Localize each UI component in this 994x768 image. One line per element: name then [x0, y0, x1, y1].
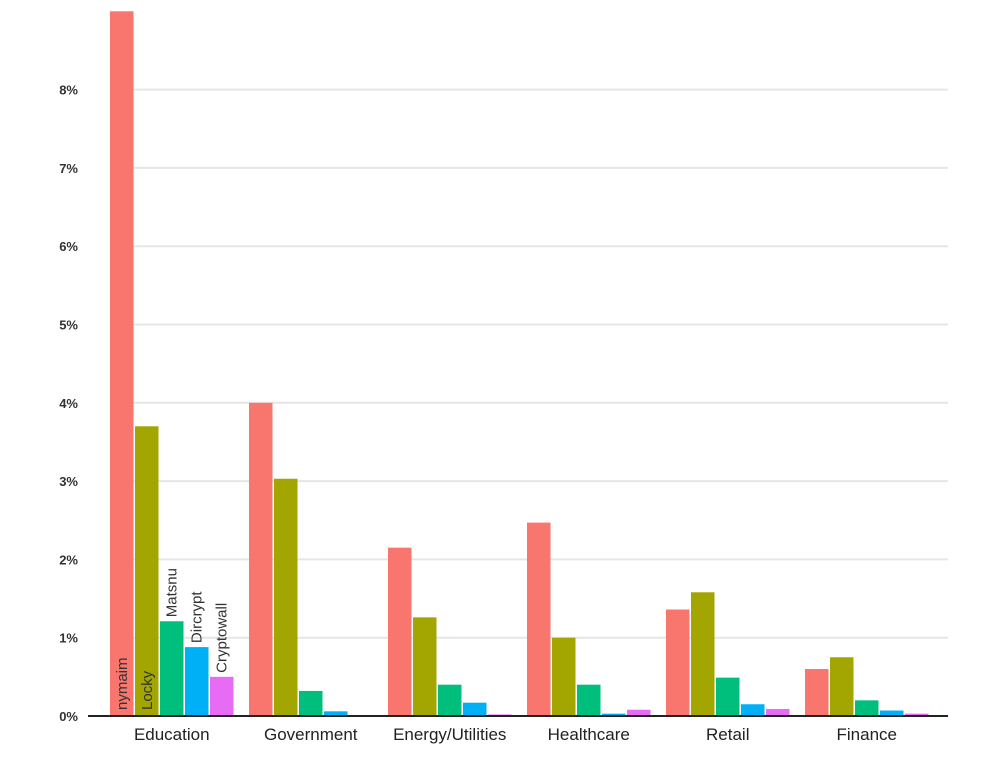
bar-dircrypt-government [324, 711, 348, 716]
series-label-dircrypt: Dircrypt [189, 591, 206, 643]
bars [110, 11, 929, 717]
bar-locky-education [135, 426, 159, 716]
y-tick-label: 2% [59, 552, 78, 567]
bar-matsnu-government [299, 690, 323, 716]
y-tick-label: 5% [59, 318, 78, 333]
y-tick-label: 4% [59, 396, 78, 411]
bar-locky-government [274, 478, 298, 716]
x-category-label: Retail [706, 725, 749, 744]
bar-dircrypt-healthcare [602, 713, 626, 716]
y-tick-label: 7% [59, 161, 78, 176]
bar-matsnu-healthcare [577, 684, 601, 716]
bar-locky-energy-utilities [413, 617, 437, 716]
series-label-locky: Locky [139, 670, 156, 710]
bar-matsnu-energy-utilities [438, 684, 462, 716]
bar-nymaim-energy-utilities [388, 547, 412, 716]
bar-locky-retail [691, 592, 715, 716]
y-tick-label: 0% [59, 709, 78, 724]
x-category-label: Government [264, 725, 358, 744]
series-label-nymaim: nymaim [114, 657, 131, 710]
bar-dircrypt-retail [741, 704, 765, 716]
x-category-label: Finance [837, 725, 897, 744]
bar-dircrypt-education [185, 647, 209, 716]
bar-dircrypt-energy-utilities [463, 702, 487, 716]
bar-cryptowall-healthcare [627, 709, 651, 716]
y-tick-label: 6% [59, 239, 78, 254]
bar-cryptowall-retail [766, 708, 790, 716]
series-labels: nymaim Locky Matsnu Dircrypt Cryptowall [114, 568, 231, 710]
series-label-matsnu: Matsnu [164, 568, 181, 617]
bar-matsnu-finance [855, 700, 879, 716]
series-label-cryptowall: Cryptowall [214, 603, 231, 673]
bar-locky-healthcare [552, 637, 576, 716]
x-category-label: Energy/Utilities [393, 725, 506, 744]
x-category-label: Education [134, 725, 210, 744]
bar-cryptowall-education [210, 676, 234, 716]
bar-nymaim-education [110, 11, 134, 717]
y-tick-label: 3% [59, 474, 78, 489]
y-tick-label: 8% [59, 83, 78, 98]
y-axis-ticks: 0% 1% 2% 3% 4% 5% 6% 7% 8% [59, 83, 78, 724]
bar-matsnu-education [160, 621, 184, 716]
bar-nymaim-government [249, 402, 273, 716]
bar-nymaim-retail [666, 609, 690, 716]
y-tick-label: 1% [59, 631, 78, 646]
x-category-label: Healthcare [548, 725, 630, 744]
bar-matsnu-retail [716, 677, 740, 716]
x-axis-labels: Education Government Energy/Utilities Healt… [134, 725, 897, 744]
bar-dircrypt-finance [880, 710, 904, 716]
bar-nymaim-healthcare [527, 522, 551, 716]
bar-cryptowall-finance [905, 713, 929, 716]
bar-locky-finance [830, 657, 854, 716]
bar-nymaim-finance [805, 669, 829, 716]
